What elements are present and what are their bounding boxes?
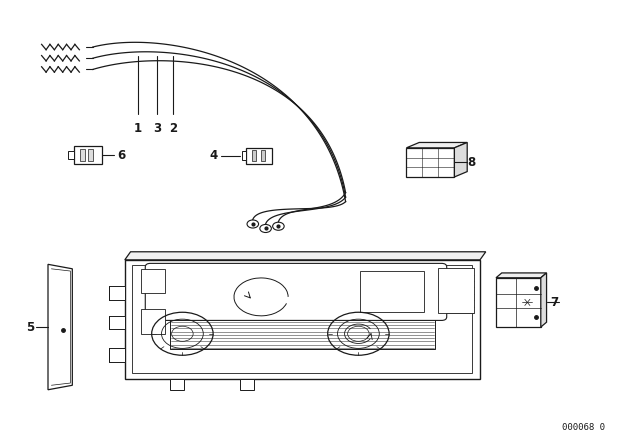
Polygon shape <box>454 142 467 177</box>
Text: 000068 0: 000068 0 <box>562 423 605 432</box>
Bar <box>109 348 125 362</box>
Bar <box>125 260 480 379</box>
Bar <box>261 150 265 161</box>
Bar <box>109 316 125 329</box>
Bar <box>132 265 472 373</box>
Bar <box>141 309 165 334</box>
Bar <box>240 379 254 390</box>
Bar <box>68 151 74 159</box>
Bar <box>170 379 184 390</box>
Text: 6: 6 <box>117 148 125 162</box>
Text: 4: 4 <box>209 149 218 163</box>
Bar <box>406 148 454 177</box>
Bar <box>80 149 85 161</box>
Bar <box>141 269 165 293</box>
Bar <box>242 151 246 160</box>
Polygon shape <box>48 264 72 390</box>
Bar <box>360 271 424 312</box>
Bar <box>252 150 256 161</box>
Text: 3: 3 <box>153 122 161 135</box>
Bar <box>88 149 93 161</box>
Text: 8: 8 <box>467 156 476 169</box>
Text: 2: 2 <box>169 122 177 135</box>
Text: 7: 7 <box>550 296 559 309</box>
Polygon shape <box>125 252 486 260</box>
Polygon shape <box>496 273 547 278</box>
Bar <box>170 304 435 349</box>
Text: 5: 5 <box>26 320 34 334</box>
Bar <box>109 286 125 300</box>
Bar <box>496 278 541 327</box>
FancyBboxPatch shape <box>145 263 447 320</box>
Bar <box>438 268 474 313</box>
Polygon shape <box>541 273 547 327</box>
Polygon shape <box>406 142 467 148</box>
Bar <box>74 146 102 164</box>
Text: 1: 1 <box>134 122 141 135</box>
Bar <box>246 148 272 164</box>
